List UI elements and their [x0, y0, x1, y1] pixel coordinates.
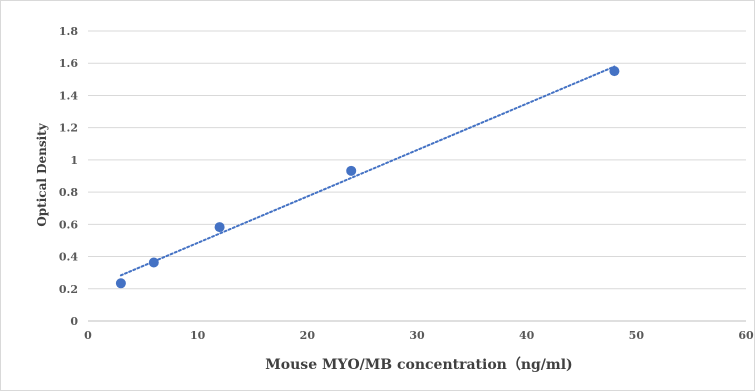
tick-labels: 0 0.2 0.4 0.6 0.8 1 1.2 1.4 1.6 1.8 0 10 20 30 40 50 60	[59, 25, 754, 342]
x-tick-label: 30	[409, 329, 425, 342]
x-tick-label: 50	[629, 329, 645, 342]
y-tick-label: 0.8	[59, 186, 78, 199]
data-point	[609, 66, 620, 77]
data-points	[115, 66, 620, 289]
y-tick-label: 1	[70, 154, 78, 167]
x-tick-label: 10	[190, 329, 206, 342]
x-axis-title: Mouse MYO/MB concentration（ng/ml)	[265, 357, 572, 373]
y-tick-label: 0.2	[59, 283, 78, 296]
trendline	[119, 65, 616, 277]
data-point	[214, 222, 225, 233]
x-tick-label: 40	[519, 329, 535, 342]
data-point	[115, 278, 126, 289]
y-tick-label: 0.6	[59, 218, 78, 231]
x-tick-label: 60	[738, 329, 754, 342]
y-tick-label: 1.2	[59, 122, 78, 135]
x-tick-label: 0	[84, 329, 92, 342]
y-tick-label: 1.6	[59, 57, 78, 70]
y-tick-label: 1.8	[59, 25, 78, 38]
y-tick-label: 0	[70, 315, 78, 328]
gridlines	[88, 30, 746, 290]
y-tick-label: 1.4	[59, 89, 78, 102]
x-tick-label: 20	[300, 329, 316, 342]
y-axis-title: Optical Density	[35, 122, 49, 226]
data-point	[148, 257, 159, 268]
trendline-layer	[119, 65, 616, 277]
y-tick-label: 0.4	[59, 251, 78, 264]
data-point	[346, 165, 357, 176]
